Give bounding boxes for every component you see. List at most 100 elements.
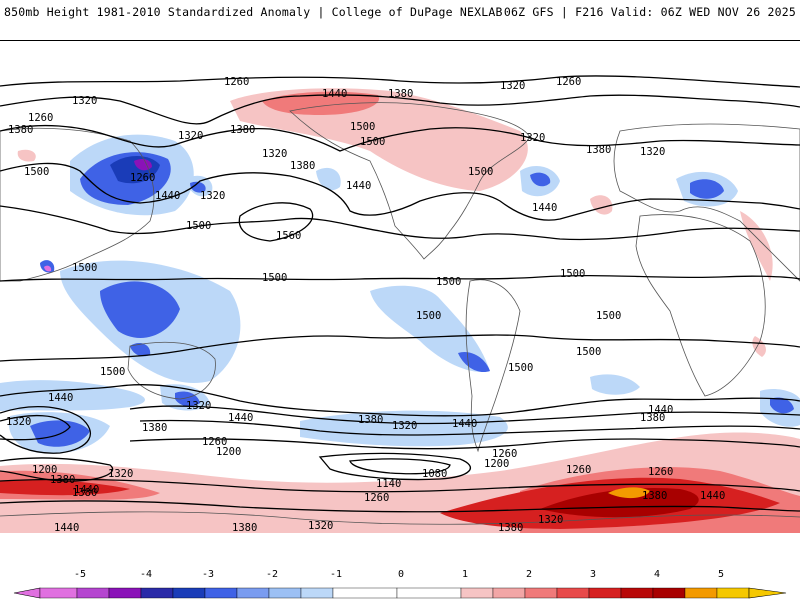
contour-label: 1500 xyxy=(24,166,49,178)
map-title: 850mb Height 1981-2010 Standardized Anom… xyxy=(4,5,503,19)
contour-label: 1380 xyxy=(142,422,167,434)
contour-label: 1440 xyxy=(48,392,73,404)
contour-label: 1500 xyxy=(360,136,385,148)
contour-1260-north xyxy=(0,75,800,88)
contour-label: 1380 xyxy=(586,144,611,156)
colorbar-swatch-neg1 xyxy=(300,587,334,599)
contour-label: 1380 xyxy=(232,522,257,533)
antarctica-outline xyxy=(0,511,800,525)
contour-label: 1320 xyxy=(392,420,417,432)
contour-label: 1380 xyxy=(640,412,665,424)
pos-anomaly-africa xyxy=(740,211,773,357)
contour-1380-north xyxy=(0,124,800,152)
contour-label: 1320 xyxy=(200,190,225,202)
contour-label: 1500 xyxy=(72,262,97,274)
contour-label: 1320 xyxy=(6,416,31,428)
height-contours xyxy=(0,75,800,513)
colorbar-tick: -3 xyxy=(202,569,214,580)
colorbar-swatch-pos35 xyxy=(620,587,654,599)
contour-label: 1440 xyxy=(54,522,79,533)
colorbar-svg: -5 -4 -3 -2 -1 0 1 2 3 4 5 xyxy=(13,569,787,599)
contour-label: 1440 xyxy=(74,484,99,496)
contour-label: 1500 xyxy=(100,366,125,378)
contour-label: 1380 xyxy=(72,487,97,499)
neg2-anomaly-europe xyxy=(690,179,724,199)
colorbar-swatch-pos5 xyxy=(716,587,750,599)
colorbar-swatch-pos2 xyxy=(524,587,558,599)
contour-labels: 1260 1320 1440 1380 1260 1320 1500 1380 … xyxy=(6,76,725,533)
contour-label: 1320 xyxy=(500,80,525,92)
colorbar-swatch-neg25 xyxy=(204,587,238,599)
colorbar-tick: 2 xyxy=(526,569,532,580)
contour-label: 1440 xyxy=(155,190,180,202)
contour-label: 1260 xyxy=(364,492,389,504)
colorbar: -5 -4 -3 -2 -1 0 1 2 3 4 5 xyxy=(0,566,800,600)
contour-label: 1380 xyxy=(230,124,255,136)
map-panel: 1260 1320 1440 1380 1260 1320 1500 1380 … xyxy=(0,40,800,533)
colorbar-swatch-pos05 xyxy=(396,587,462,599)
contour-label: 1440 xyxy=(648,404,673,416)
contour-1560-subtropic xyxy=(238,202,314,242)
contour-label: 1320 xyxy=(178,130,203,142)
colorbar-swatch-neg3 xyxy=(172,587,206,599)
pos2-anomaly-north-pacific xyxy=(262,91,380,115)
contour-label: 1320 xyxy=(72,95,97,107)
contour-label: 1380 xyxy=(388,88,413,100)
colorbar-tick-labels: -5 -4 -3 -2 -1 0 1 2 3 4 5 xyxy=(74,569,724,580)
contour-label: 1380 xyxy=(8,124,33,136)
contour-label: 1320 xyxy=(262,148,287,160)
contour-1380-south xyxy=(0,405,800,454)
continent-outlines xyxy=(0,102,800,525)
contour-1440-north xyxy=(0,162,800,221)
colorbar-tick: 3 xyxy=(590,569,596,580)
colorbar-swatch-neg45 xyxy=(76,587,110,599)
anomaly-shading xyxy=(0,88,800,533)
contour-label: 1260 xyxy=(28,112,53,124)
colorbar-swatch-pos25 xyxy=(556,587,590,599)
neg2-anomaly-kamchatka xyxy=(190,181,206,193)
contour-label: 1440 xyxy=(700,490,725,502)
contour-label: 1380 xyxy=(498,522,523,533)
contour-label: 1440 xyxy=(322,88,347,100)
colorbar-tick: 5 xyxy=(718,569,724,580)
colorbar-tick: 1 xyxy=(462,569,468,580)
contour-label: 1500 xyxy=(508,362,533,374)
north-america-outline xyxy=(289,102,531,260)
contour-label: 1320 xyxy=(186,400,211,412)
contour-label: 1440 xyxy=(452,418,477,430)
colorbar-swatches xyxy=(13,587,787,599)
contour-label: 1500 xyxy=(596,310,621,322)
colorbar-tick: -1 xyxy=(330,569,342,580)
australia-outline xyxy=(127,341,216,400)
colorbar-swatch-pos45 xyxy=(684,587,718,599)
contour-label: 1200 xyxy=(32,464,57,476)
neg-anomaly-gulf-alaska xyxy=(316,167,341,191)
contour-label: 1140 xyxy=(376,478,401,490)
contour-label: 1380 xyxy=(358,414,383,426)
colorbar-tick: -2 xyxy=(266,569,278,580)
neg2-anomaly-maritime-continent xyxy=(100,281,180,357)
contour-1500-tropics-south xyxy=(0,334,800,362)
contour-label: 1260 xyxy=(130,172,155,184)
contour-label: 1320 xyxy=(108,468,133,480)
colorbar-tick: 0 xyxy=(398,569,404,580)
contour-1500-north xyxy=(0,205,800,241)
contour-label: 1380 xyxy=(642,490,667,502)
pos4-anomaly-south xyxy=(540,487,699,518)
contour-1320-south xyxy=(0,414,800,441)
colorbar-tick: -5 xyxy=(74,569,86,580)
header-bar: 850mb Height 1981-2010 Standardized Anom… xyxy=(0,0,800,40)
colorbar-swatch-pos15 xyxy=(492,587,526,599)
contour-label: 1500 xyxy=(436,276,461,288)
colorbar-swatch-neg15 xyxy=(268,587,302,599)
colorbar-swatch-neg2 xyxy=(236,587,270,599)
contour-label: 1380 xyxy=(290,160,315,172)
contour-label: 1440 xyxy=(228,412,253,424)
anomaly-map: 1260 1320 1440 1380 1260 1320 1500 1380 … xyxy=(0,75,800,533)
contour-label: 1320 xyxy=(538,514,563,526)
contour-1260-south xyxy=(129,438,800,450)
contour-label: 1500 xyxy=(262,272,287,284)
contour-label: 1500 xyxy=(468,166,493,178)
contour-1200-south xyxy=(0,452,472,482)
colorbar-tick: 4 xyxy=(654,569,660,580)
